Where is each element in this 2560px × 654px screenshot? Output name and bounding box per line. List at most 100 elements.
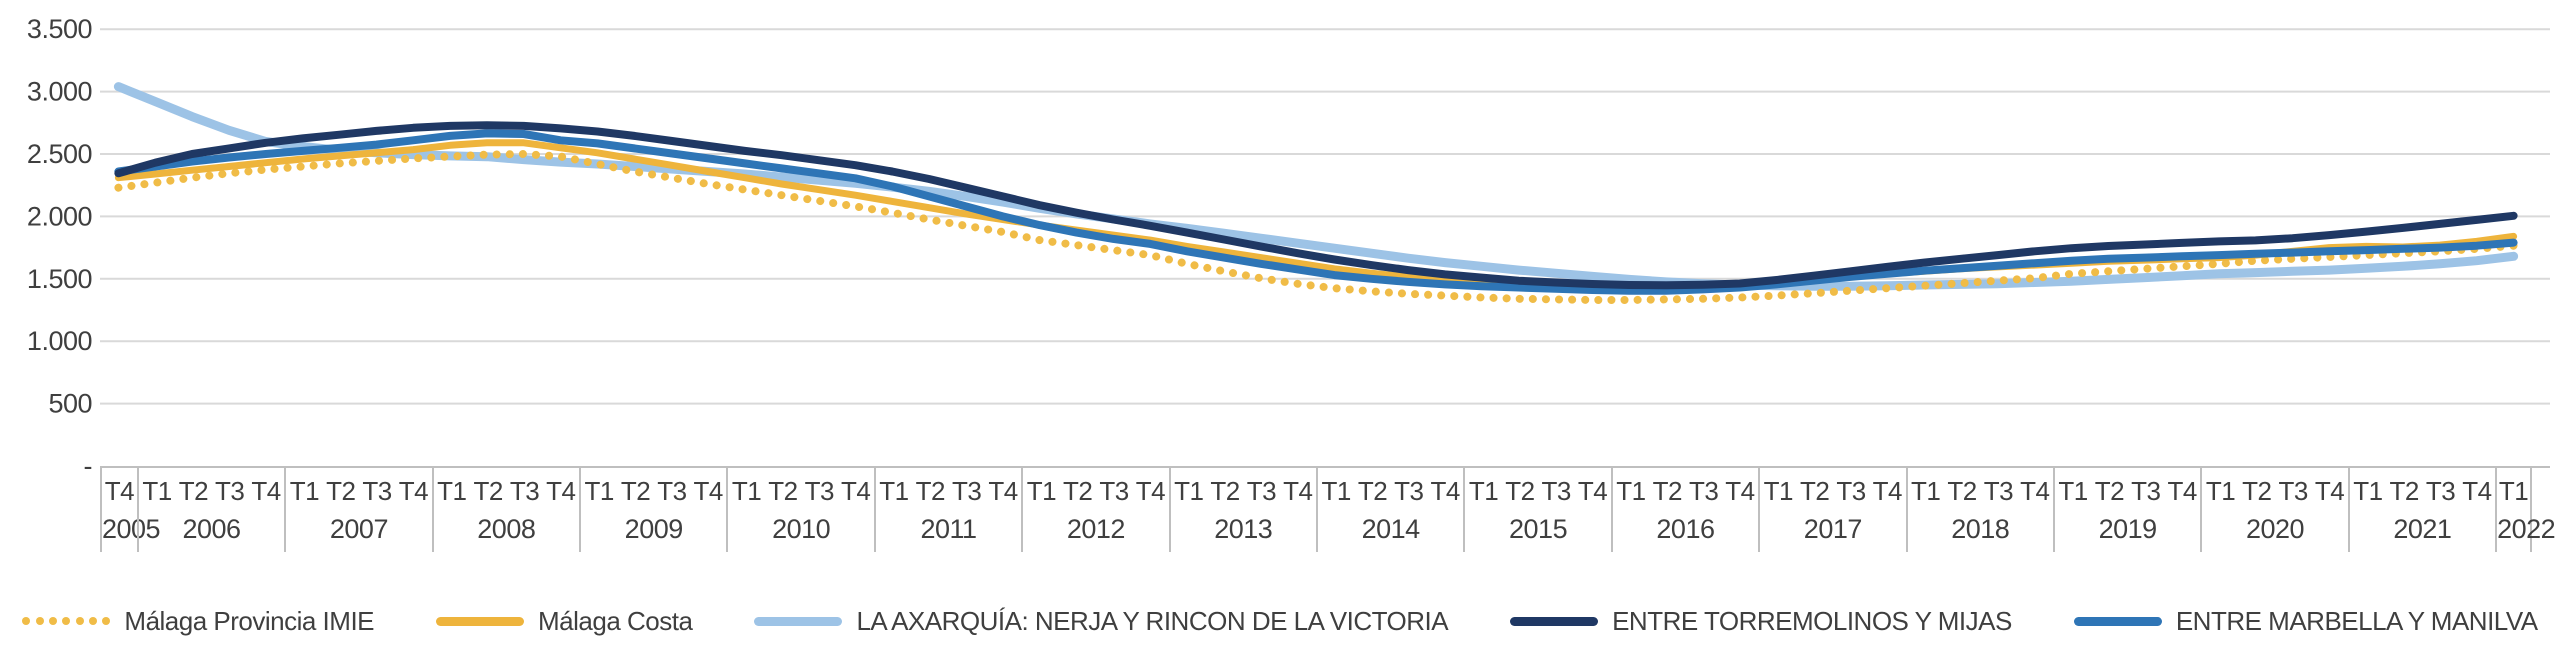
- x-axis-year-label: 2022: [2497, 514, 2556, 544]
- quarter-row: T1 T2 T3 T4: [1465, 468, 1610, 510]
- x-axis-year-group-2009: T1 T2 T3 T4 2009: [579, 468, 726, 552]
- x-axis-quarter-label: T3: [509, 476, 540, 506]
- x-axis-year-label: 2019: [2098, 514, 2158, 544]
- series-line-la-axarquía-nerja-y-rincon-de-la-victoria: [113, 82, 2519, 291]
- x-axis-quarter-label: T1: [1616, 476, 1646, 506]
- x-axis-quarter-label: T2: [915, 476, 946, 506]
- legend-dotted-line-swatch: [22, 617, 111, 626]
- x-axis-year-label: 2015: [1509, 514, 1568, 544]
- x-axis-quarter-label: T3: [1688, 476, 1719, 506]
- x-axis-quarter-label: T3: [2278, 476, 2309, 506]
- x-axis-quarter-label: T3: [1836, 476, 1866, 506]
- x-axis-quarter-label: T2: [2242, 476, 2272, 506]
- x-axis-quarter-label: T2: [1799, 476, 1830, 506]
- x-axis-quarter-label: T3: [951, 476, 982, 506]
- plot-area: 3.500 3.000 2.500 2.000 1.500 1.000 500 -: [27, 14, 2550, 481]
- y-axis-tick-label: 3.000: [27, 77, 92, 107]
- x-axis-year-group-2006: T1 T2 T3 T4 2006: [136, 468, 284, 552]
- x-axis-quarter-label: T2: [1652, 476, 1683, 506]
- y-axis-tick-label: 2.500: [27, 139, 92, 169]
- x-axis-year-label: 2012: [1066, 514, 1126, 544]
- x-axis-year-label: 2013: [1214, 514, 1273, 544]
- x-axis-year-label: 2010: [772, 514, 831, 544]
- x-axis-year-group-2019: T1 T2 T3 T4 2019: [2052, 468, 2200, 552]
- x-axis-year-group-2011: T1 T2 T3 T4 2011: [873, 468, 1021, 552]
- quarter-row: T1 T2 T3 T4: [2055, 468, 2200, 510]
- x-axis-year-label: 2008: [477, 514, 536, 544]
- legend-item: ENTRE MARBELLA Y MANILVA: [2073, 606, 2538, 637]
- quarter-row: T1: [2497, 468, 2530, 510]
- x-axis-quarter-label: T2: [1505, 476, 1535, 506]
- quarter-row: T1 T2 T3 T4: [1760, 468, 1905, 510]
- x-axis-quarter-label: T4: [1872, 476, 1903, 506]
- x-axis-quarter-label: T1: [2058, 476, 2088, 506]
- x-axis-quarter-label: T3: [1099, 476, 1129, 506]
- x-axis-year-group-2018: T1 T2 T3 T4 2018: [1905, 468, 2053, 552]
- quarter-row: T1 T2 T3 T4: [139, 468, 284, 510]
- x-axis-quarter-label: T3: [362, 476, 392, 506]
- series-line-entre-marbella-y-manilva: [114, 129, 2518, 295]
- x-axis-year-label: 2006: [182, 514, 242, 544]
- x-axis-year-group-2015: T1 T2 T3 T4 2015: [1463, 468, 1610, 552]
- x-axis-quarter-label: T1: [1174, 476, 1204, 506]
- x-axis-year-group-2005: T4 2005: [100, 468, 161, 552]
- x-axis-quarter-label: T2: [1063, 476, 1093, 506]
- x-axis-year-group-2008: T1 T2 T3 T4 2008: [431, 468, 579, 552]
- x-axis-quarter-label: T4: [398, 476, 429, 506]
- x-axis-quarter-label: T4: [251, 476, 281, 506]
- x-axis-quarter-label: T1: [1026, 476, 1057, 506]
- y-axis-tick-label: 500: [48, 389, 92, 419]
- x-axis-quarter-label: T4: [2020, 476, 2050, 506]
- x-axis-quarter-label: T1: [437, 476, 467, 506]
- x-axis-quarter-label: T3: [2425, 476, 2456, 506]
- x-axis-year-group-2014: T1 T2 T3 T4 2014: [1315, 468, 1463, 552]
- x-axis-year-group-2007: T1 T2 T3 T4 2007: [284, 468, 431, 552]
- x-axis-quarter-label: T4: [104, 476, 135, 506]
- x-axis-quarter-label: T1: [142, 476, 172, 506]
- x-axis-year-label: 2021: [2393, 514, 2452, 544]
- x-axis-quarter-label: T3: [215, 476, 245, 506]
- quarter-row: T1 T2 T3 T4: [286, 468, 431, 510]
- quarter-row: T1 T2 T3 T4: [2350, 468, 2495, 510]
- legend-label: Málaga Costa: [538, 605, 693, 636]
- series-line-málaga-costa: [114, 139, 2518, 291]
- x-axis-year-label: 2009: [624, 514, 684, 544]
- x-axis-year-group-2016: T1 T2 T3 T4 2016: [1610, 468, 1758, 552]
- x-axis-quarter-label: T3: [1246, 476, 1277, 506]
- x-axis-quarter-label: T1: [879, 476, 909, 506]
- x-axis-quarter-label: T4: [1577, 476, 1608, 506]
- legend-line-swatch: [2073, 616, 2162, 626]
- x-axis-quarter-label: T2: [1947, 476, 1977, 506]
- x-axis-quarter-label: T4: [1283, 476, 1313, 506]
- y-axis-tick-label: 2.000: [27, 201, 92, 231]
- x-axis-quarter-label: T3: [657, 476, 687, 506]
- x-axis-quarter-label: T1: [2353, 476, 2383, 506]
- quarter-row: T1 T2 T3 T4: [581, 468, 726, 510]
- x-axis-quarter-label: T2: [768, 476, 798, 506]
- x-axis-year-group-2021: T1 T2 T3 T4 2021: [2347, 468, 2495, 552]
- quarter-row: T1 T2 T3 T4: [1171, 468, 1316, 510]
- x-axis-year-group-2013: T1 T2 T3 T4 2013: [1168, 468, 1316, 552]
- legend-line-swatch: [754, 616, 843, 626]
- x-axis-quarter-label: T1: [1321, 476, 1351, 506]
- x-axis-quarter-label: T4: [1725, 476, 1755, 506]
- quarter-row: T1 T2 T3 T4: [1613, 468, 1758, 510]
- quarter-row: T1 T2 T3 T4: [876, 468, 1021, 510]
- quarter-row: T1 T2 T3 T4: [434, 468, 579, 510]
- x-axis-quarter-label: T4: [693, 476, 724, 506]
- series-line-entre-torremolinos-y-mijas: [114, 121, 2518, 290]
- legend-item: ENTRE TORREMOLINOS Y MIJAS: [1510, 606, 2012, 637]
- x-axis-quarter-label: T1: [731, 476, 762, 506]
- x-axis-year-label: 2017: [1803, 514, 1863, 544]
- x-axis-quarter-label: T3: [1541, 476, 1572, 506]
- x-axis-year-group-2010: T1 T2 T3 T4 2010: [726, 468, 873, 552]
- x-axis-quarter-label: T2: [2389, 476, 2420, 506]
- x-axis-year-label: 2020: [2245, 514, 2305, 544]
- quarter-row: T1 T2 T3 T4: [1023, 468, 1168, 510]
- x-axis-quarter-label: T4: [840, 476, 871, 506]
- legend-label: LA AXARQUÍA: NERJA Y RINCON DE LA VICTOR…: [856, 605, 1449, 636]
- legend-label: Málaga Provincia IMIE: [124, 605, 375, 636]
- legend-label: ENTRE TORREMOLINOS Y MIJAS: [1612, 605, 2012, 636]
- x-axis-quarter-label: T4: [2167, 476, 2197, 506]
